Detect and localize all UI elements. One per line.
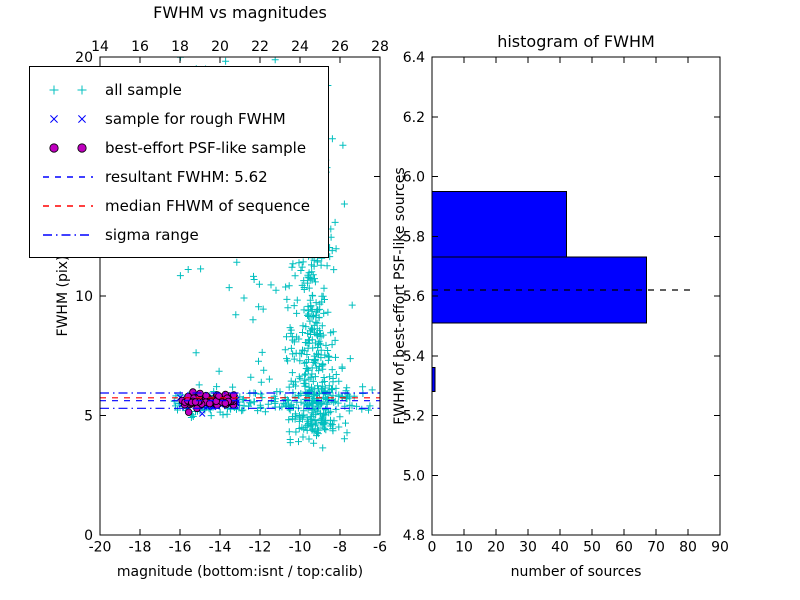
legend-item-resultant-fwhm: resultant FWHM: 5.62 [34,162,310,191]
legend-label: resultant FWHM: 5.62 [105,167,268,186]
scatter-tick-labels: -20 -18 -16 -14 -12 -10 -8 -6 14 16 18 20 22 24 26 28 0 5… [75,39,389,556]
legend: all sample sample for rough FWHM best-ef… [29,66,329,258]
x-marker-icon [40,109,96,129]
legend-label: sample for rough FWHM [105,109,286,128]
tick-label: 5 [84,409,93,425]
tick-label: -14 [209,540,232,556]
histogram-tick-labels: 0 10 20 30 40 50 60 70 80 90 4.8 5.0 5.2 5.4 5.6 5.8 6.0… [403,50,729,556]
tick-label: 4.8 [403,528,425,544]
tick-label: -6 [373,540,387,556]
tick-label: 70 [647,540,665,556]
tick-label: -8 [333,540,347,556]
tick-label: 0 [428,540,437,556]
tick-label: 18 [171,39,189,55]
tick-label: 24 [291,39,309,55]
legend-label: median FHWM of sequence [105,196,310,215]
tick-label: 5.0 [403,468,425,484]
histogram-title: histogram of FWHM [497,32,655,51]
circle-marker-icon [40,138,96,158]
tick-label: 20 [75,50,93,66]
tick-label: 30 [519,540,537,556]
legend-label: sigma range [105,225,199,244]
histogram-bar [431,256,647,324]
tick-label: 26 [331,39,349,55]
blue-dashdot-line-icon [40,225,96,245]
tick-label: 6.0 [403,170,425,186]
plus-marker-icon [40,80,96,100]
legend-label: all sample [105,80,182,99]
legend-item-rough-fwhm: sample for rough FWHM [34,104,310,133]
tick-label: -10 [289,540,312,556]
tick-label: -16 [169,540,192,556]
tick-label: 28 [371,39,389,55]
legend-item-psf-sample: best-effort PSF-like sample [34,133,310,162]
histogram-bars-layer [431,190,647,393]
histogram-ylabel: FWHM of best-effort PSF-like sources [392,167,408,425]
tick-label: 90 [711,540,729,556]
blue-dashed-line-icon [40,167,96,187]
tick-label: 20 [487,540,505,556]
tick-label: 60 [615,540,633,556]
red-dashed-line-icon [40,196,96,216]
tick-label: 6.2 [403,110,425,126]
tick-label: 16 [131,39,149,55]
tick-label: 10 [455,540,473,556]
tick-label: 20 [211,39,229,55]
tick-label: -12 [249,540,272,556]
tick-label: 5.6 [403,289,425,305]
scatter-xlabel: magnitude (bottom:isnt / top:calib) [116,564,364,580]
tick-label: 50 [583,540,601,556]
legend-item-median-fwhm: median FHWM of sequence [34,191,310,220]
tick-label: 10 [75,289,93,305]
histogram-bar [431,190,567,258]
tick-label: 5.4 [403,349,425,365]
tick-label: 5.2 [403,409,425,425]
tick-label: 80 [679,540,697,556]
tick-label: 22 [251,39,269,55]
reference-lines-layer [100,392,380,409]
tick-label: -20 [89,540,112,556]
tick-label: -18 [129,540,152,556]
scatter-title: FWHM vs magnitudes [153,3,327,22]
legend-item-sigma-range: sigma range [34,220,310,249]
scatter-ylabel: FWHM (pix) [55,255,71,337]
legend-item-all-sample: all sample [34,75,310,104]
tick-label: 14 [91,39,109,55]
histogram-frame [431,56,721,536]
tick-label: 40 [551,540,569,556]
legend-label: best-effort PSF-like sample [105,138,307,157]
tick-label: 6.4 [403,50,425,66]
tick-label: 0 [84,528,93,544]
tick-label: 5.8 [403,229,425,245]
histogram-xlabel: number of sources [510,564,642,580]
